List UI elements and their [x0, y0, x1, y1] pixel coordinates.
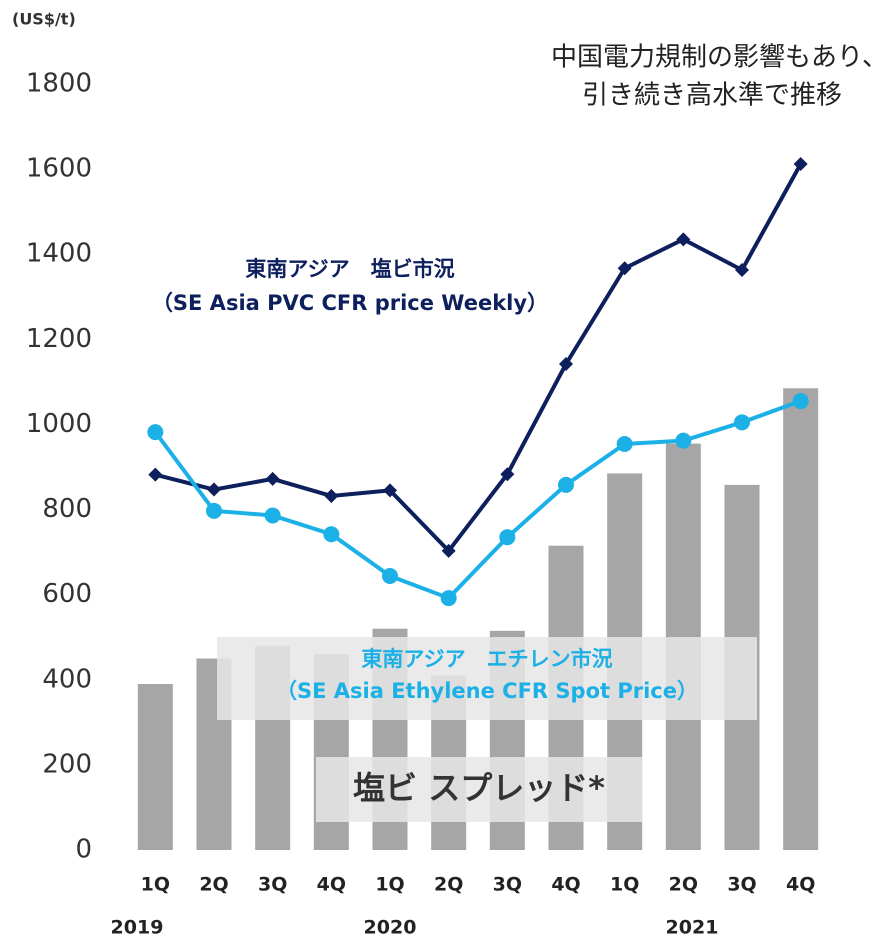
marker [735, 262, 749, 277]
x-tick-label: 2Q [669, 874, 698, 896]
marker [617, 261, 632, 276]
marker [264, 507, 281, 524]
marker [207, 482, 221, 497]
x-tick-label: 4Q [317, 874, 346, 896]
y-tick-label: 800 [42, 494, 92, 524]
year-label: 2020 [364, 917, 417, 938]
y-tick-label: 1000 [26, 409, 92, 439]
marker [147, 424, 164, 441]
marker [734, 414, 750, 431]
marker [265, 471, 280, 486]
line [153, 399, 802, 601]
year-label: 2019 [111, 917, 164, 938]
marker [558, 476, 574, 493]
marker [382, 567, 398, 584]
marker [324, 488, 339, 503]
marker [675, 432, 692, 449]
x-tick-label: 2Q [434, 874, 463, 896]
x-tick-label: 3Q [493, 874, 522, 896]
y-tick-label: 1800 [26, 69, 92, 99]
series-label: （SE Asia PVC CFR price Weekly） [152, 291, 548, 315]
x-tick-label: 3Q [258, 874, 287, 896]
marker [559, 357, 573, 372]
marker [616, 436, 633, 453]
y-tick-label: 1200 [26, 324, 92, 354]
annotation: 中国電力規制の影響もあり、 [551, 43, 888, 73]
x-tick-label: 1Q [141, 874, 170, 896]
bar [783, 388, 819, 850]
x-tick-label: 3Q [727, 874, 756, 896]
y-tick-label: 200 [42, 749, 92, 779]
marker [793, 157, 808, 172]
marker [323, 526, 340, 543]
marker [441, 543, 456, 558]
marker [676, 232, 691, 247]
marker [206, 502, 222, 519]
y-tick-label: 400 [42, 664, 92, 694]
x-tick-label: 4Q [786, 874, 815, 896]
marker [440, 590, 457, 607]
y-tick-label: 1400 [26, 239, 92, 269]
series-label: 東南アジア 塩ビ市況 [245, 257, 454, 281]
annotation: 引き続き高水準で推移 [582, 81, 842, 111]
x-tick-label: 2Q [199, 874, 228, 896]
label-box [316, 757, 642, 822]
line [154, 163, 803, 554]
series-label: （SE Asia Ethylene CFR Spot Price） [276, 679, 698, 703]
x-tick-label: 1Q [375, 874, 404, 896]
marker [792, 393, 809, 410]
unit-label: (US$/t) [12, 10, 76, 29]
y-tick-label: 0 [75, 835, 92, 865]
y-tick-label: 1600 [26, 154, 92, 184]
year-label: 2021 [666, 917, 719, 938]
marker [383, 483, 397, 498]
marker [499, 529, 516, 546]
y-tick-label: 600 [42, 579, 92, 609]
marker [500, 467, 515, 482]
label-box [217, 637, 757, 720]
series-label: 東南アジア エチレン市況 [361, 647, 612, 671]
x-tick-label: 4Q [551, 874, 580, 896]
series-label: 塩ビ スプレッド* [353, 769, 605, 807]
marker [148, 467, 163, 482]
x-tick-label: 1Q [610, 874, 639, 896]
bar [137, 684, 173, 850]
